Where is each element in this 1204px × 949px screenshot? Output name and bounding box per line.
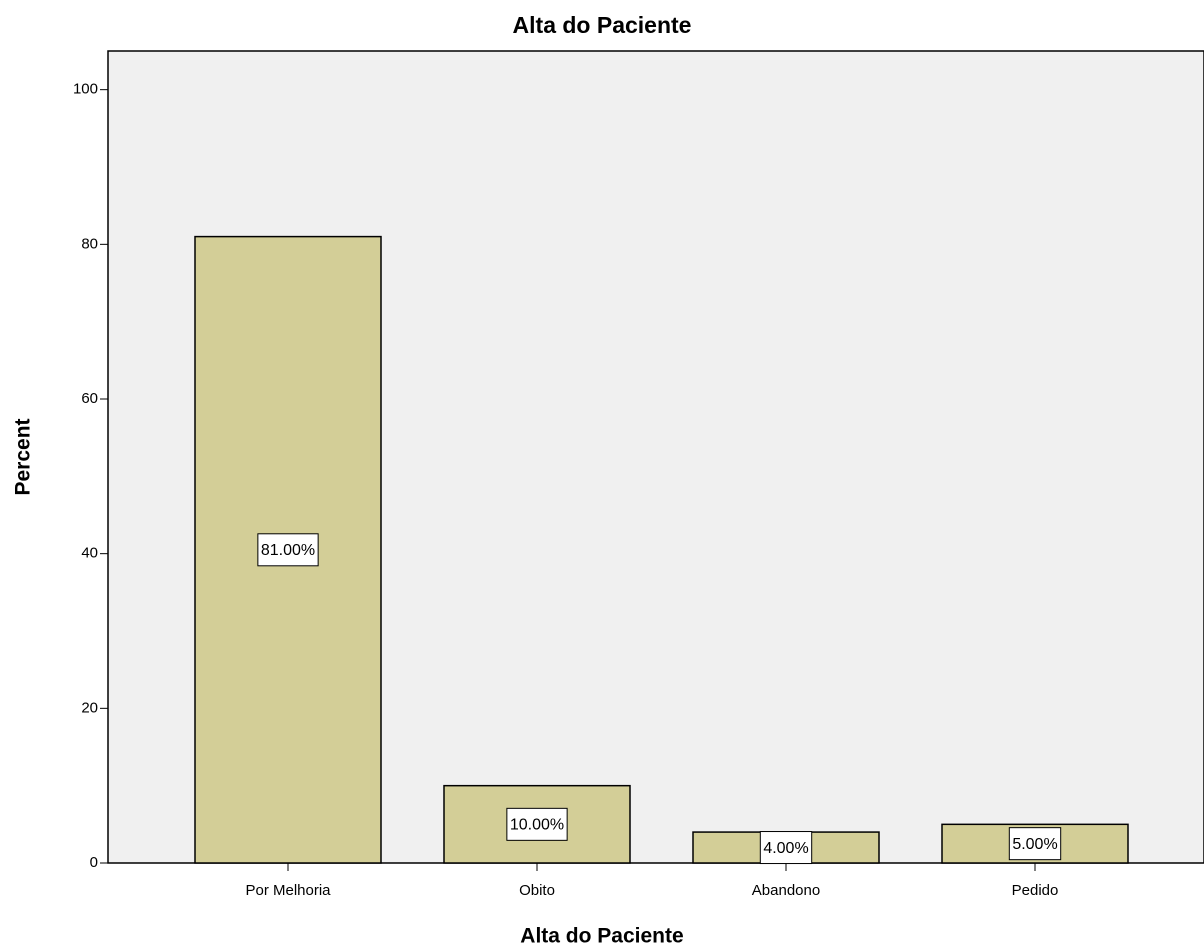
y-tick-label: 60 xyxy=(81,390,98,407)
y-tick-label: 40 xyxy=(81,545,98,562)
data-label-box xyxy=(257,533,319,567)
y-tick-label: 100 xyxy=(73,81,98,98)
data-label: 81.00% xyxy=(261,542,315,559)
x-tick-label: Pedido xyxy=(1012,882,1059,899)
data-label: 5.00% xyxy=(1012,836,1057,853)
x-axis-title: Alta do Paciente xyxy=(520,925,683,948)
x-tick-label: Por Melhoria xyxy=(245,882,331,899)
y-tick-label: 80 xyxy=(81,235,98,252)
y-tick-label: 20 xyxy=(81,699,98,716)
y-tick-label: 0 xyxy=(90,854,98,871)
y-axis-title: Percent xyxy=(12,418,35,495)
x-tick-label: Abandono xyxy=(752,882,820,899)
data-label-box xyxy=(1008,827,1062,861)
x-tick-label: Obito xyxy=(519,882,555,899)
chart-title: Alta do Paciente xyxy=(513,12,692,38)
data-label-box xyxy=(506,807,568,841)
data-label: 4.00% xyxy=(763,840,808,857)
data-label: 10.00% xyxy=(510,817,564,834)
